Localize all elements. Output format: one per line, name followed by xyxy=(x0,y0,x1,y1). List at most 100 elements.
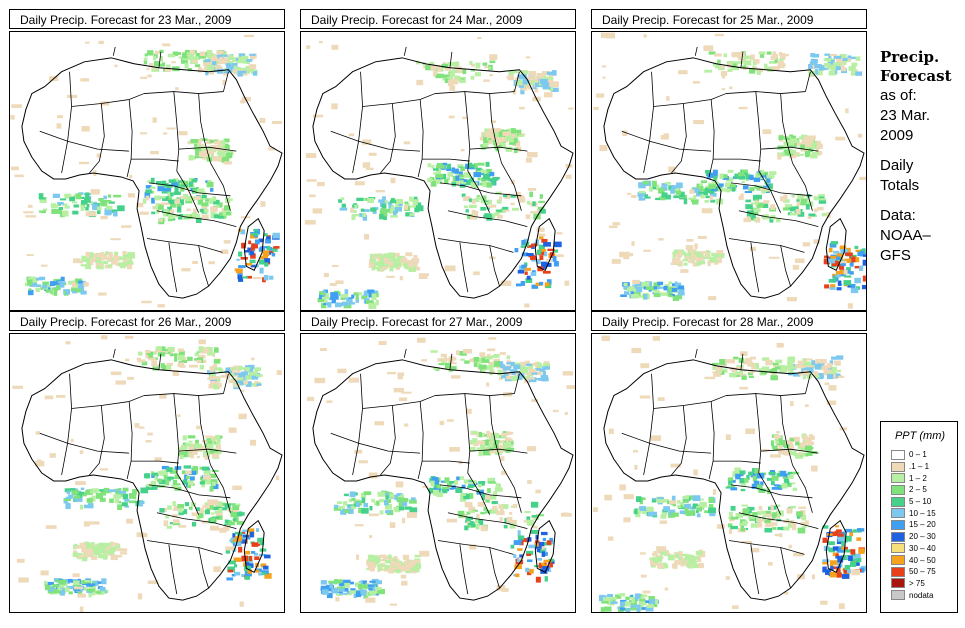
precip-cell xyxy=(542,264,547,269)
precip-cell xyxy=(844,275,852,278)
precip-cell xyxy=(684,554,692,558)
country-border xyxy=(780,395,793,466)
precip-cell xyxy=(658,238,664,241)
precip-cell xyxy=(154,350,161,353)
precip-cell xyxy=(527,480,532,485)
precip-cell xyxy=(193,57,200,60)
precip-cell xyxy=(478,481,485,486)
precip-cell xyxy=(824,368,832,374)
precip-cell xyxy=(275,475,280,481)
precip-cell xyxy=(806,195,810,201)
precip-cell xyxy=(99,468,108,471)
precip-cell xyxy=(709,192,717,197)
precip-cell xyxy=(246,275,253,279)
precip-cell xyxy=(851,56,856,60)
precip-cell xyxy=(699,183,703,188)
precip-cell xyxy=(36,284,42,287)
precip-cell xyxy=(829,571,837,578)
precip-cell xyxy=(442,358,451,361)
precip-cell xyxy=(258,259,265,265)
precip-cell xyxy=(801,452,806,457)
precip-cell xyxy=(178,56,184,59)
precip-cell xyxy=(824,53,831,56)
precip-cell xyxy=(674,559,683,565)
precip-cell xyxy=(811,465,818,472)
panel-title: Daily Precip. Forecast for 26 Mar., 2009 xyxy=(9,311,285,331)
precip-cell xyxy=(683,262,688,266)
legend-label: > 75 xyxy=(909,578,925,588)
precip-cell xyxy=(387,252,395,259)
precip-cell xyxy=(717,253,725,257)
precip-cell xyxy=(331,299,336,304)
precip-cell xyxy=(201,466,210,471)
precip-cell xyxy=(531,244,535,249)
precip-cell xyxy=(754,184,758,189)
precip-cell xyxy=(499,352,506,355)
precip-cell xyxy=(233,564,238,568)
precip-cell xyxy=(85,211,97,217)
precip-cell xyxy=(108,549,115,555)
precip-cell xyxy=(238,277,244,282)
precip-cell xyxy=(671,283,678,287)
precip-cell xyxy=(745,428,756,434)
precip-cell xyxy=(740,193,744,197)
precip-cell xyxy=(236,503,241,507)
precip-cell xyxy=(202,504,210,509)
precip-cell xyxy=(159,49,164,54)
precip-cell xyxy=(457,68,466,74)
precip-cell xyxy=(192,465,198,469)
precip-cell xyxy=(544,92,553,98)
precip-cell xyxy=(272,232,280,239)
precip-cell xyxy=(79,196,85,199)
precip-cell xyxy=(793,436,800,442)
precip-cell xyxy=(147,74,152,78)
precip-cell xyxy=(73,550,78,555)
precip-cell xyxy=(220,507,228,511)
precip-cell xyxy=(390,198,395,202)
precip-cell xyxy=(413,196,418,200)
precip-cell xyxy=(762,515,766,520)
precip-cell xyxy=(474,517,480,523)
precip-cell xyxy=(181,360,188,363)
precip-cell xyxy=(839,53,847,59)
precip-cell xyxy=(636,295,644,298)
precip-cell xyxy=(670,188,675,194)
precip-cell xyxy=(530,255,536,260)
precip-cell xyxy=(161,180,167,186)
precip-cell xyxy=(479,432,486,438)
precip-cell xyxy=(836,529,842,533)
precip-cell xyxy=(704,376,716,380)
precip-cell xyxy=(213,214,220,219)
precip-cell xyxy=(188,364,198,368)
precip-cell xyxy=(122,487,129,492)
precip-cell xyxy=(380,564,388,568)
precip-cell xyxy=(515,573,520,578)
precip-cell xyxy=(712,371,722,374)
precip-cell xyxy=(703,45,714,52)
precip-cell xyxy=(147,432,153,436)
precip-cell xyxy=(435,179,443,184)
precip-cell xyxy=(234,542,242,547)
precip-cell xyxy=(630,290,634,295)
country-border xyxy=(694,46,811,92)
precip-cell xyxy=(87,588,96,592)
precip-cell xyxy=(785,369,790,372)
precip-cell xyxy=(187,435,196,439)
precip-cell xyxy=(496,199,502,204)
precip-cell xyxy=(383,499,389,506)
precip-cell xyxy=(807,441,815,446)
precip-cell xyxy=(260,201,266,207)
precip-cell xyxy=(167,214,175,220)
precip-cell xyxy=(210,152,214,158)
precip-cell xyxy=(638,182,644,187)
precip-cell xyxy=(167,67,172,72)
precip-cell xyxy=(682,495,689,500)
legend-item: 30 – 40 xyxy=(891,543,936,555)
precip-cell xyxy=(540,248,546,252)
precip-cell xyxy=(218,508,223,514)
data-line3: GFS xyxy=(880,247,911,264)
precip-cell xyxy=(60,198,67,201)
precip-cell xyxy=(518,196,526,203)
precip-cell xyxy=(451,69,459,74)
precip-cell xyxy=(403,565,411,571)
